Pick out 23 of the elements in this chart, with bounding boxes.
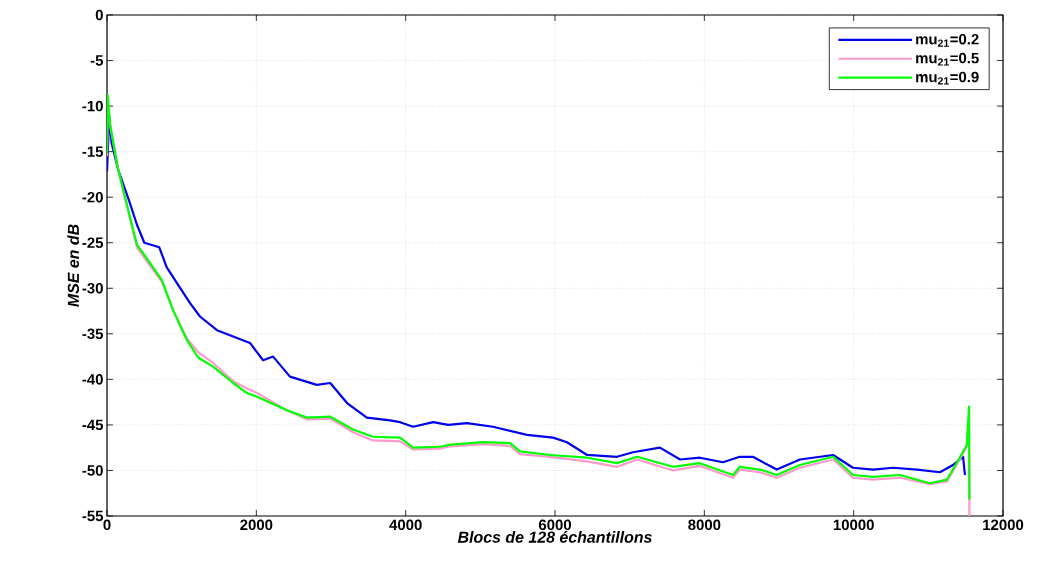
y-tick-label: -40	[82, 374, 103, 385]
legend-label: mu$_{21}$=0.2	[916, 33, 979, 47]
y-tick-label: -5	[90, 55, 104, 66]
x-tick-label: 8000	[688, 519, 721, 531]
y-tick-label: -50	[82, 465, 103, 476]
x-axis-title: Blocs de 128 échantillons	[457, 530, 652, 543]
legend-label: mu$_{21}$=0.5	[916, 52, 979, 66]
x-tick-label: 2000	[240, 519, 273, 531]
y-tick-label: -35	[82, 328, 104, 340]
y-axis-title: MSE en dB	[67, 224, 80, 307]
x-tick-label: 4000	[389, 519, 422, 531]
y-tick-label: -20	[82, 191, 103, 203]
x-tick-label: 12000	[983, 519, 1024, 531]
y-tick-label: -30	[82, 282, 103, 294]
y-tick-label: -25	[82, 237, 104, 249]
y-tick-label: -15	[82, 146, 104, 157]
x-tick-label: 10000	[833, 519, 874, 531]
x-tick-label: 6000	[538, 519, 571, 531]
legend-label: mu$_{21}$=0.9	[916, 71, 979, 85]
y-tick-label: -55	[82, 510, 104, 522]
y-tick-label: 0	[95, 9, 103, 21]
y-tick-label: -10	[82, 100, 103, 112]
y-tick-label: -45	[82, 419, 104, 431]
